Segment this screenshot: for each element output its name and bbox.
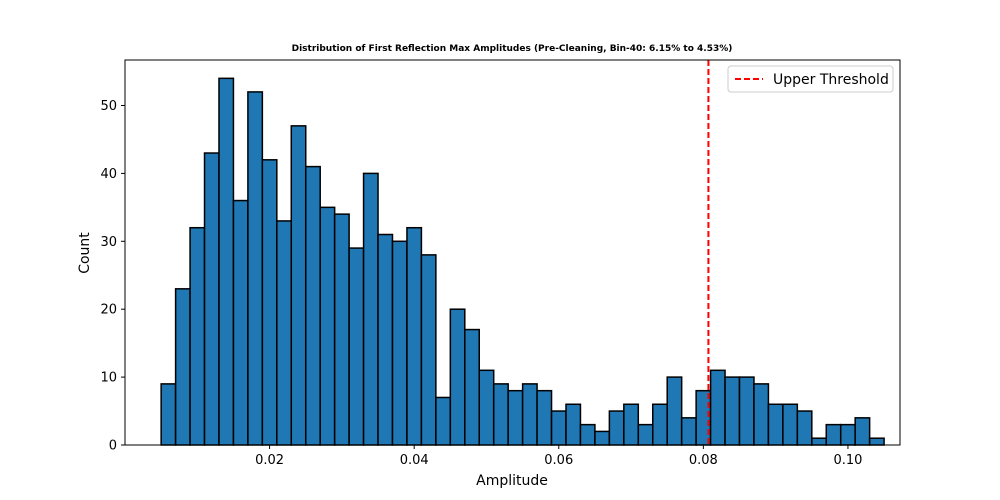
histogram-bar	[753, 383, 770, 446]
legend: Upper Threshold	[727, 65, 894, 93]
plot-frame	[124, 59, 901, 446]
histogram-bar	[478, 369, 495, 446]
histogram-bar	[333, 213, 350, 446]
y-axis: 0 10 20 30 40 50	[100, 99, 125, 454]
histogram-bar	[377, 233, 394, 446]
histogram-bar	[406, 226, 423, 446]
y-tick-label: 40	[100, 167, 117, 182]
histogram-bar	[362, 172, 379, 446]
y-tick-label: 20	[100, 303, 117, 318]
chart-title: Distribution of First Reflection Max Amp…	[292, 44, 733, 54]
legend-threshold-label: Upper Threshold	[773, 72, 889, 88]
histogram-bar	[304, 165, 321, 446]
x-axis-label: Amplitude	[476, 473, 548, 489]
histogram-bar	[536, 389, 553, 446]
histogram-bar	[160, 383, 177, 446]
histogram-bar	[709, 369, 726, 446]
histogram-bar	[276, 220, 293, 446]
x-tick-label: 0.04	[400, 453, 429, 468]
histogram-bar	[464, 328, 480, 446]
histogram-bar	[854, 417, 871, 446]
histogram-bar	[680, 417, 697, 446]
x-tick-label: 0.06	[544, 453, 573, 468]
histogram-bar	[550, 410, 567, 446]
histogram-bar	[782, 403, 799, 446]
histogram-bar	[189, 226, 206, 446]
histogram-bar	[420, 254, 437, 446]
histogram-bar	[594, 430, 611, 446]
histogram-bar	[232, 199, 249, 446]
histogram-bar	[507, 389, 524, 446]
y-axis-label: Count	[77, 232, 93, 274]
histogram-bar	[825, 423, 842, 446]
histogram-bar	[435, 396, 452, 446]
histogram-bar	[391, 240, 408, 446]
histogram-bar	[608, 410, 625, 446]
histogram-bar	[839, 423, 856, 446]
histogram-bar	[579, 423, 596, 446]
y-tick-label: 10	[100, 371, 117, 386]
histogram-bar	[521, 383, 538, 446]
histogram-bar	[652, 403, 668, 446]
x-axis: 0.02 0.04 0.06 0.08 0.10	[255, 445, 862, 468]
x-tick-label: 0.02	[255, 453, 284, 468]
histogram-bar	[811, 437, 828, 446]
y-tick-label: 50	[100, 99, 117, 114]
bars-group	[160, 77, 885, 446]
x-tick-label: 0.10	[833, 453, 862, 468]
histogram-bar	[796, 410, 813, 446]
legend-box	[727, 65, 894, 93]
histogram-bar	[767, 403, 784, 446]
histogram-bar	[261, 159, 278, 446]
histogram-bar	[174, 288, 191, 446]
histogram-bar	[319, 206, 336, 446]
histogram-bar	[203, 152, 220, 446]
histogram-bar	[637, 423, 654, 446]
histogram-bar	[666, 376, 683, 446]
histogram-bar	[565, 403, 582, 446]
y-tick-label: 30	[100, 235, 117, 250]
histogram-bar	[449, 308, 466, 446]
histogram-bar	[218, 77, 235, 446]
histogram-bar	[348, 247, 365, 446]
x-tick-label: 0.08	[689, 453, 718, 468]
histogram-bar	[623, 403, 640, 446]
histogram-bar	[738, 376, 755, 446]
histogram-bar	[247, 91, 264, 446]
histogram-bar	[290, 125, 307, 446]
histogram-bar	[492, 383, 509, 446]
histogram-bar	[868, 437, 885, 446]
y-tick-label: 0	[109, 439, 117, 454]
histogram-bar	[724, 376, 741, 446]
